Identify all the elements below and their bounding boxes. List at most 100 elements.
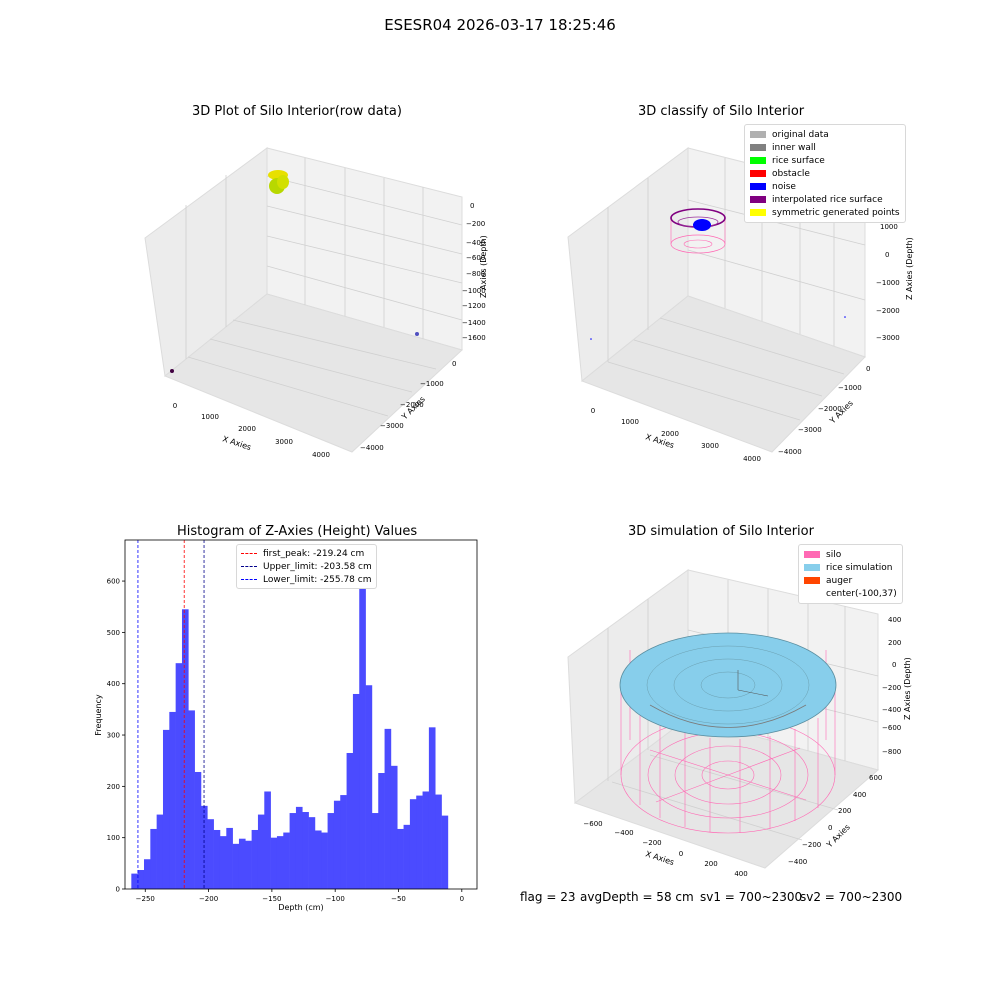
histogram-bar <box>397 828 404 889</box>
p4-xlabel: X Axies <box>644 849 675 867</box>
histogram-bar <box>257 814 265 889</box>
histogram-bar <box>181 609 189 889</box>
p4-ztick: 200 <box>888 639 901 647</box>
p4-xtick: −400 <box>614 829 633 837</box>
legend-item-original-data: original data <box>750 128 900 141</box>
histogram-xtick-label: −150 <box>262 895 281 903</box>
legend-item-interpolated-rice-surface: interpolated rice surface <box>750 193 900 206</box>
legend-label: interpolated rice surface <box>772 194 883 205</box>
legend-label: silo <box>826 549 842 560</box>
histogram-bar <box>359 554 366 889</box>
legend-label: Lower_limit: -255.78 cm <box>263 574 372 585</box>
panel4-title: 3D simulation of Silo Interior <box>628 524 814 539</box>
p1-ytick: −4000 <box>360 444 384 452</box>
histogram-xtick-label: −200 <box>199 895 218 903</box>
p1-zlabel: Z Axies (Depth) <box>479 235 488 298</box>
legend-swatch <box>804 577 820 584</box>
p2-ytick: −1000 <box>838 384 862 392</box>
p4-xtick: 200 <box>704 860 717 868</box>
p1-ytick: 0 <box>452 360 456 368</box>
histogram-bar <box>295 806 303 889</box>
histogram-bar <box>352 693 360 889</box>
legend-swatch <box>750 183 766 190</box>
histogram-ylabel: Frequency <box>94 694 103 736</box>
p2-xtick: 4000 <box>743 455 761 463</box>
p1-ztick: −1400 <box>462 319 486 327</box>
panel3-title: Histogram of Z-Axies (Height) Values <box>177 524 418 539</box>
p2-xtick: 0 <box>591 407 595 415</box>
p4-ztick: −600 <box>882 724 901 732</box>
legend-label: first_peak: -219.24 cm <box>263 548 365 559</box>
panel1-axes3d: 0 1000 2000 3000 4000 0 −1000 −2000 −300… <box>144 147 488 459</box>
legend-item-rice-simulation: rice simulation <box>804 561 897 574</box>
p2-ztick: −3000 <box>876 334 900 342</box>
p4-ytick: 600 <box>869 774 882 782</box>
histogram-bar <box>378 773 385 889</box>
figure-suptitle: ESESR04 2026-03-17 18:25:46 <box>384 16 616 34</box>
histogram-bar <box>270 837 278 889</box>
panel2-legend: original data inner wall rice surface ob… <box>744 124 906 223</box>
p4-ytick: −200 <box>802 841 821 849</box>
histogram-bar <box>232 843 240 889</box>
p4-zlabel: Z Axies (Depth) <box>903 657 912 720</box>
histogram-xlabel: Depth (cm) <box>278 903 323 912</box>
p4-xtick: −200 <box>642 839 661 847</box>
histogram-bar <box>226 827 233 889</box>
p2-ztick: 1000 <box>880 223 898 231</box>
histogram-ytick-label: 100 <box>107 834 120 842</box>
legend-swatch <box>804 564 820 571</box>
legend-swatch <box>804 590 820 597</box>
p1-xtick: 3000 <box>275 438 293 446</box>
p2-ztick: −2000 <box>876 307 900 315</box>
histogram-ytick-label: 0 <box>116 886 120 894</box>
histogram-legend: first_peak: -219.24 cm Upper_limit: -203… <box>236 544 377 589</box>
legend-item-silo: silo <box>804 548 897 561</box>
histogram-bar <box>283 832 290 889</box>
histogram-bar <box>207 819 214 889</box>
histogram-bar <box>416 795 423 889</box>
legend-swatch <box>750 157 766 164</box>
histogram-bar <box>435 794 442 889</box>
histogram-bar <box>156 814 164 889</box>
histogram-xtick-label: −250 <box>136 895 155 903</box>
histogram-bar <box>371 813 379 889</box>
histogram-ytick-label: 300 <box>107 732 120 740</box>
p4-ytick: 400 <box>853 791 866 799</box>
legend-item-auger: auger <box>804 574 897 587</box>
legend-label: symmetric generated points <box>772 207 900 218</box>
p2-xtick: 3000 <box>701 442 719 450</box>
panel4-axes3d: −600 −400 −200 0 200 400 600 400 200 0 −… <box>567 569 912 878</box>
p1-ztick: −800 <box>466 270 485 278</box>
p2-zlabel: Z Axies (Depth) <box>905 237 914 300</box>
p2-ytick: −3000 <box>798 426 822 434</box>
histogram-bar <box>264 791 271 889</box>
p4-xtick: 0 <box>679 850 683 858</box>
p2-ztick: −1000 <box>876 279 900 287</box>
histogram-bar <box>276 836 284 889</box>
histogram-bar <box>365 685 373 889</box>
legend-swatch <box>750 144 766 151</box>
legend-item-rice-surface: rice surface <box>750 154 900 167</box>
panel4-legend: silo rice simulation auger center(-100,3… <box>798 544 903 604</box>
histogram-bar <box>245 840 252 889</box>
histogram-bar <box>428 727 436 889</box>
histogram-bar <box>188 710 195 889</box>
footer-avg-depth: avgDepth = 58 cm <box>580 890 694 904</box>
p1-ztick: 0 <box>470 202 474 210</box>
footer-flag: flag = 23 <box>520 890 576 904</box>
p4-ztick: 0 <box>892 661 896 669</box>
legend-line <box>241 579 257 580</box>
panel1-title: 3D Plot of Silo Interior(row data) <box>192 104 402 119</box>
legend-swatch <box>750 170 766 177</box>
histogram-bar <box>327 813 335 889</box>
histogram-bar <box>409 799 417 889</box>
histogram-bar <box>219 836 227 889</box>
p1-ztick: −1600 <box>462 334 486 342</box>
panel2-title: 3D classify of Silo Interior <box>638 104 805 119</box>
p1-xtick: 2000 <box>238 425 256 433</box>
histogram-bar <box>422 791 430 889</box>
p2-ytick: 0 <box>866 365 870 373</box>
legend-item-lower-limit: Lower_limit: -255.78 cm <box>241 573 372 586</box>
histogram-ytick-label: 500 <box>107 629 120 637</box>
p4-ytick: 200 <box>838 807 851 815</box>
